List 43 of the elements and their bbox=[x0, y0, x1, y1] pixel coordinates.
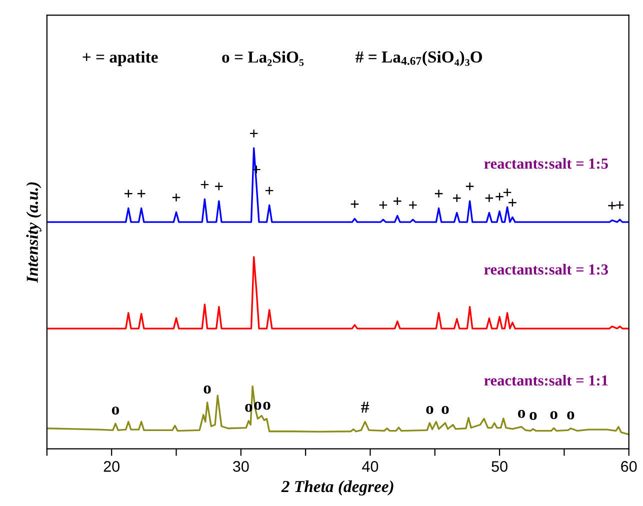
text: reactants:salt = 1:1 bbox=[484, 374, 608, 386]
x-tick-label: 30 bbox=[232, 461, 249, 472]
text: o = La₂SiO₅ bbox=[222, 50, 304, 66]
annotation: + bbox=[394, 197, 402, 206]
annotation: + bbox=[485, 194, 494, 202]
annotation: + bbox=[452, 194, 461, 202]
annotation: + bbox=[215, 182, 223, 190]
annotation: + bbox=[503, 188, 512, 196]
text: # = La$_{4.67}$(SiO₄)₃O bbox=[356, 50, 482, 66]
annotation: o bbox=[567, 411, 574, 420]
annotation: + bbox=[265, 186, 274, 194]
annotation: o bbox=[550, 411, 558, 420]
x-tick-label: 20 bbox=[104, 461, 120, 472]
x-axis-title: 2 Theta (degree) bbox=[281, 480, 394, 496]
y-axis-title: Intensity (a.u.) bbox=[26, 182, 42, 283]
annotation: + bbox=[496, 192, 504, 200]
annotation: o bbox=[263, 402, 270, 410]
x-tick-label: 50 bbox=[492, 461, 508, 472]
annotation: + bbox=[608, 202, 616, 210]
annotation: # bbox=[361, 402, 369, 413]
text: + = apatite bbox=[82, 50, 158, 66]
annotation: + bbox=[250, 130, 258, 138]
annotation: o bbox=[530, 412, 537, 420]
annotation: + bbox=[200, 180, 209, 188]
annotation: o bbox=[112, 406, 120, 415]
x-tick-label: 40 bbox=[362, 461, 378, 472]
annotation: + bbox=[466, 182, 474, 190]
text: reactants:salt = 1:3 bbox=[484, 264, 608, 275]
annotation: o bbox=[426, 406, 434, 414]
annotation: + bbox=[172, 194, 180, 202]
annotation: + bbox=[350, 200, 359, 208]
annotation: o bbox=[518, 410, 526, 418]
annotation: + bbox=[434, 190, 443, 198]
annotation: o bbox=[442, 406, 449, 414]
x-tick-label: 60 bbox=[621, 461, 637, 472]
annotation: + bbox=[379, 201, 388, 209]
annotation: o bbox=[204, 386, 211, 394]
annotation: + bbox=[508, 198, 516, 207]
annotation: + bbox=[124, 190, 132, 198]
annotation: + bbox=[616, 201, 624, 209]
annotation: + bbox=[409, 201, 417, 209]
text: reactants:salt = 1:5 bbox=[484, 158, 608, 169]
annotation: + bbox=[137, 190, 146, 198]
